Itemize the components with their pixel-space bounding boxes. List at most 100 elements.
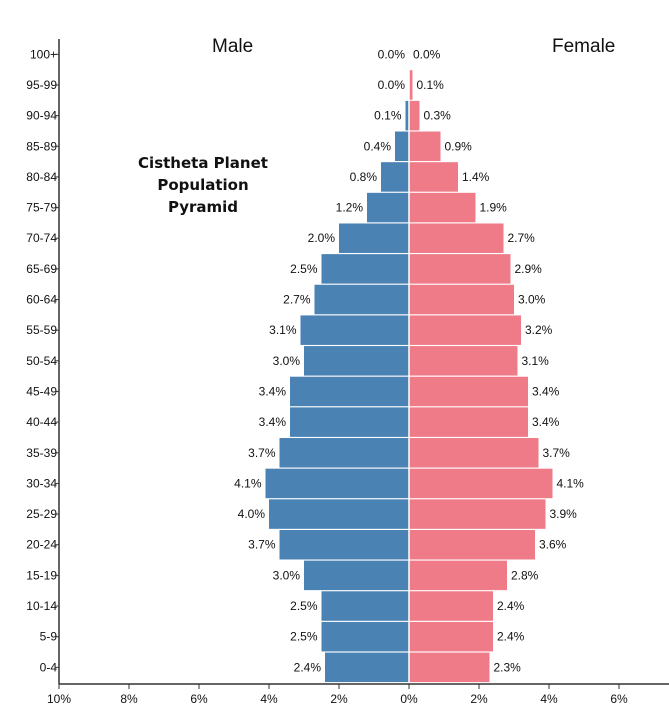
x-tick-label: 2% (330, 692, 348, 706)
age-group-label: 80-84 (26, 170, 57, 184)
female-value-label: 0.0% (413, 47, 441, 61)
female-value-label: 2.3% (494, 660, 522, 674)
male-value-label: 0.1% (374, 109, 402, 123)
x-tick-label: 4% (540, 692, 558, 706)
x-tick-label: 10% (47, 692, 71, 706)
female-bar (409, 131, 441, 162)
male-value-label: 3.0% (273, 354, 301, 368)
bars-group (265, 39, 553, 684)
male-bar (325, 652, 409, 683)
age-group-label: 0-4 (40, 660, 58, 674)
female-bar (409, 560, 507, 591)
male-series-label: Male (212, 36, 254, 57)
male-value-label: 3.1% (269, 323, 297, 337)
chart-title: Cistheta Planet Population Pyramid (138, 154, 268, 216)
male-value-label: 0.8% (350, 170, 378, 184)
age-group-label: 35-39 (26, 446, 57, 460)
age-group-label: 30-34 (26, 476, 57, 490)
female-bar (409, 407, 528, 437)
female-value-label: 3.4% (532, 415, 560, 429)
male-bar (381, 162, 409, 192)
male-value-label: 0.0% (378, 47, 406, 61)
male-value-label: 2.0% (308, 231, 336, 245)
male-bar (279, 529, 409, 560)
age-group-label: 20-24 (26, 538, 57, 552)
female-bar (409, 468, 553, 499)
female-value-label: 0.3% (424, 109, 452, 123)
male-bar (290, 407, 409, 437)
male-value-label: 2.5% (290, 262, 318, 276)
female-value-label: 2.4% (497, 599, 525, 613)
x-tick-label: 0% (400, 692, 418, 706)
male-value-label: 3.0% (273, 568, 301, 582)
age-group-label: 85-89 (26, 139, 57, 153)
x-tick-label: 2% (470, 692, 488, 706)
male-bar (304, 346, 409, 376)
female-value-label: 3.1% (522, 354, 550, 368)
male-value-label: 2.5% (290, 630, 318, 644)
age-group-label: 55-59 (26, 323, 57, 337)
male-value-label: 1.2% (336, 201, 364, 215)
x-axis: 10% 8% 6% 4% 2% 0% 2% 4% 6% (47, 683, 669, 706)
male-value-label: 0.0% (378, 78, 406, 92)
male-bar (321, 591, 409, 621)
y-axis: 100+ 95-99 90-94 85-89 80-84 75-79 70-74 65-69 6… (26, 39, 60, 684)
female-bar (409, 100, 420, 131)
female-bar (409, 223, 504, 253)
male-bar (405, 100, 409, 131)
male-bar (265, 468, 409, 499)
male-value-label: 4.1% (234, 476, 262, 490)
age-group-label: 15-19 (26, 568, 57, 582)
female-value-label: 3.6% (539, 538, 567, 552)
female-bar (409, 346, 518, 376)
female-value-label: 2.7% (508, 231, 536, 245)
female-value-label: 2.8% (511, 568, 539, 582)
female-bar (409, 652, 490, 683)
male-bar (300, 315, 409, 345)
female-value-label: 1.9% (480, 201, 508, 215)
male-bar (395, 131, 409, 162)
age-group-label: 65-69 (26, 262, 57, 276)
age-group-label: 75-79 (26, 201, 57, 215)
female-bar (409, 192, 476, 223)
female-bar (409, 254, 511, 284)
male-value-label: 3.4% (259, 415, 287, 429)
female-bar (409, 315, 521, 345)
male-bar (279, 438, 409, 468)
male-bar (339, 223, 409, 253)
female-bar (409, 499, 546, 529)
female-bar (409, 284, 514, 315)
female-bar (409, 70, 413, 100)
female-bar (409, 162, 458, 192)
male-bar (321, 621, 409, 652)
female-bar (409, 591, 493, 621)
age-group-label: 5-9 (40, 630, 58, 644)
female-bar (409, 621, 493, 652)
age-group-label: 60-64 (26, 293, 57, 307)
female-value-label: 3.9% (550, 507, 578, 521)
female-bar (409, 438, 539, 468)
male-value-label: 2.4% (294, 660, 322, 674)
age-group-label: 10-14 (26, 599, 57, 613)
male-bar (304, 560, 409, 591)
age-group-label: 70-74 (26, 231, 57, 245)
age-group-label: 95-99 (26, 78, 57, 92)
male-bar (321, 254, 409, 284)
male-value-label: 3.4% (259, 384, 287, 398)
value-labels-group: 0.0% 0.0% 0.0% 0.1% 0.1% 0.3% 0.4% 0.9% 0.8% 1.4%… (234, 47, 584, 674)
female-value-label: 3.0% (518, 293, 546, 307)
x-tick-label: 8% (120, 692, 138, 706)
female-value-label: 2.9% (515, 262, 543, 276)
male-value-label: 0.4% (364, 139, 392, 153)
female-bar (409, 376, 528, 407)
male-bar (269, 499, 409, 529)
male-value-label: 2.5% (290, 599, 318, 613)
female-value-label: 0.1% (417, 78, 445, 92)
female-value-label: 3.4% (532, 384, 560, 398)
age-group-label: 100+ (30, 47, 57, 61)
male-bar (290, 376, 409, 407)
age-group-label: 40-44 (26, 415, 57, 429)
male-value-label: 3.7% (248, 446, 276, 460)
female-value-label: 2.4% (497, 630, 525, 644)
